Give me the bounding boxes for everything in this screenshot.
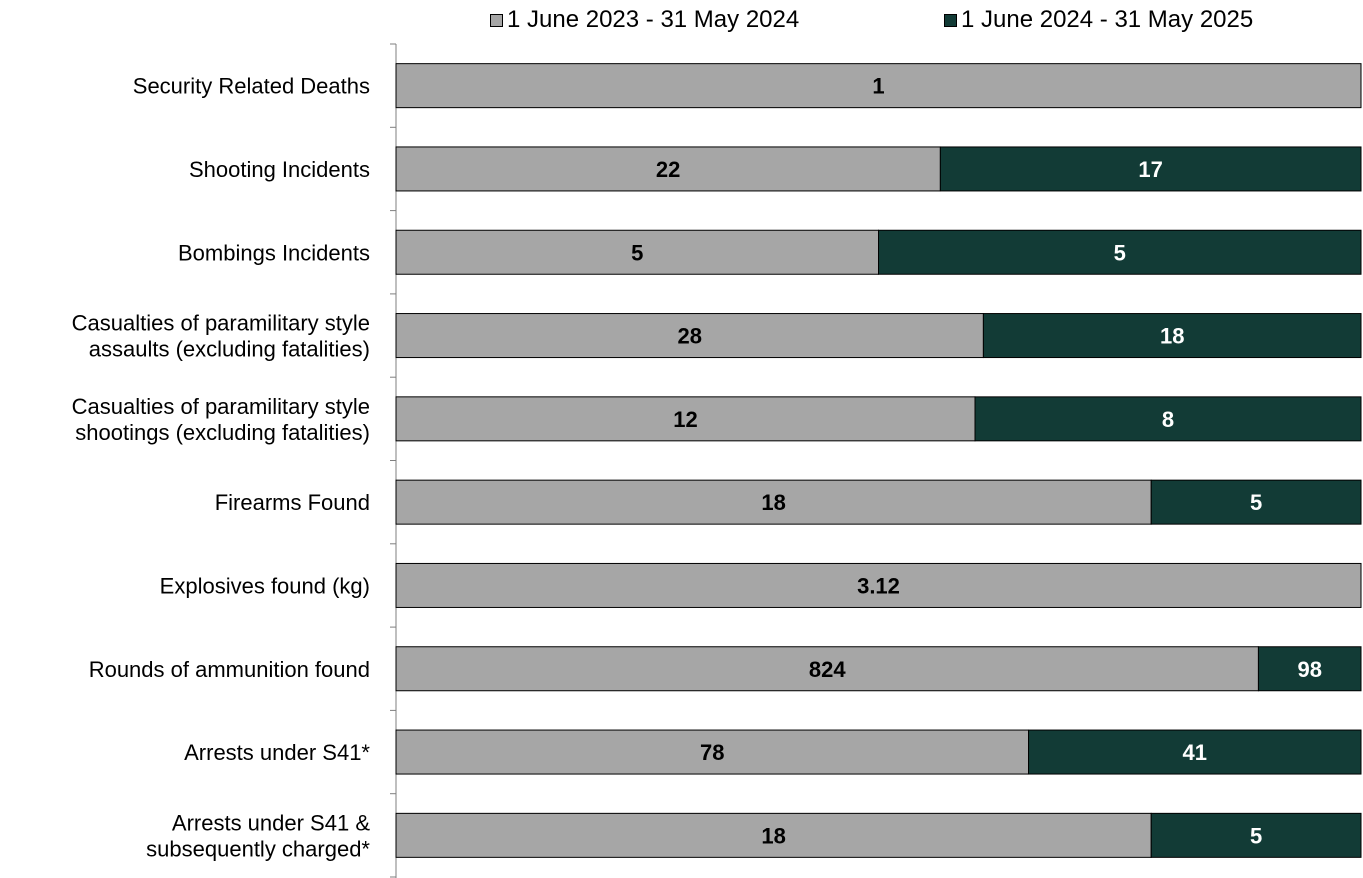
bar-series-1 <box>395 479 1152 525</box>
bar-series-1 <box>395 63 1362 109</box>
legend: 1 June 2023 - 31 May 2024 1 June 2024 - … <box>0 6 1363 36</box>
legend-item-series-2: 1 June 2024 - 31 May 2025 <box>944 6 1253 34</box>
bar-series-1 <box>395 146 941 192</box>
bar-series-2 <box>1150 812 1362 858</box>
category-label: shootings (excluding fatalities) <box>75 420 370 445</box>
bar-series-2 <box>878 229 1362 275</box>
bar-series-2 <box>1028 729 1362 775</box>
category-label: Arrests under S41* <box>184 740 370 765</box>
category-label: Bombings Incidents <box>178 240 370 265</box>
category-label: assaults (excluding fatalities) <box>89 337 370 362</box>
data-label: 12 <box>673 407 697 432</box>
data-label: 98 <box>1297 657 1321 682</box>
category-label: Explosives found (kg) <box>160 573 370 598</box>
data-label: 17 <box>1138 157 1162 182</box>
data-label: 22 <box>656 157 680 182</box>
data-label: 18 <box>761 823 785 848</box>
bar-series-2 <box>1257 646 1362 692</box>
category-label: subsequently charged* <box>146 836 370 861</box>
data-label: 78 <box>700 740 724 765</box>
data-label: 5 <box>1250 490 1262 515</box>
bar-series-1 <box>395 396 976 442</box>
bar-series-2 <box>939 146 1362 192</box>
bar-series-2 <box>982 313 1362 359</box>
legend-label-series-1: 1 June 2023 - 31 May 2024 <box>507 6 800 33</box>
data-label: 28 <box>677 324 701 349</box>
legend-swatch-series-2 <box>944 13 957 27</box>
bar-series-1 <box>395 729 1030 775</box>
bar-series-1 <box>395 313 984 359</box>
category-label: Shooting Incidents <box>189 157 370 182</box>
bar-series-2 <box>974 396 1362 442</box>
category-label: Casualties of paramilitary style <box>72 394 370 419</box>
bar-series-2 <box>1150 479 1362 525</box>
data-label: 1 <box>872 74 884 99</box>
data-label: 41 <box>1183 740 1207 765</box>
bar-series-1 <box>395 646 1259 692</box>
legend-item-series-1: 1 June 2023 - 31 May 2024 <box>490 6 799 34</box>
bar-series-1 <box>395 229 879 275</box>
bar-series-1 <box>395 812 1152 858</box>
data-label: 5 <box>1114 240 1126 265</box>
data-label: 5 <box>631 240 643 265</box>
bar-series-1 <box>395 562 1362 608</box>
data-label: 824 <box>809 657 846 682</box>
data-label: 18 <box>1160 324 1184 349</box>
data-label: 8 <box>1162 407 1174 432</box>
category-label: Arrests under S41 & <box>172 810 370 835</box>
data-label: 5 <box>1250 823 1262 848</box>
category-label: Rounds of ammunition found <box>89 657 370 682</box>
data-label: 3.12 <box>857 573 900 598</box>
legend-label-series-2: 1 June 2024 - 31 May 2025 <box>961 6 1254 33</box>
legend-swatch-series-1 <box>490 13 503 27</box>
category-label: Firearms Found <box>215 490 370 515</box>
category-label: Security Related Deaths <box>133 74 370 99</box>
category-label: Casualties of paramilitary style <box>72 311 370 336</box>
data-label: 18 <box>761 490 785 515</box>
